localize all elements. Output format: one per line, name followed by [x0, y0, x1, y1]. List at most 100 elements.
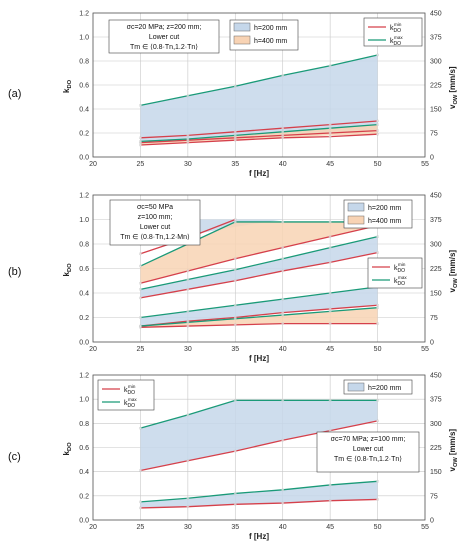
data-point	[233, 268, 237, 272]
y-tick-label: 1.2	[79, 373, 89, 380]
data-point	[328, 235, 332, 239]
data-point	[186, 505, 190, 509]
series-line-kdo-max	[140, 480, 378, 503]
legend-swatch	[233, 35, 251, 45]
data-point	[186, 141, 190, 145]
plot-frame	[92, 12, 426, 158]
series-line-kdo-max	[140, 123, 378, 143]
data-point	[328, 220, 332, 224]
data-point	[233, 133, 237, 137]
legend-band-label: h=200 mm	[368, 205, 401, 212]
x-axis-label: f [Hz]	[249, 169, 269, 178]
series-line-kdo-min	[140, 498, 378, 509]
y-tick-label: 0.2	[79, 131, 89, 138]
data-point	[328, 131, 332, 135]
data-point	[281, 220, 285, 224]
data-point	[376, 251, 379, 254]
plot-frame	[92, 374, 426, 521]
y2-tick-label: 450	[430, 373, 442, 380]
data-point	[376, 498, 379, 501]
data-point	[281, 501, 285, 505]
legend-band-label: h=400 mm	[368, 218, 401, 225]
x-tick-label: 35	[231, 161, 239, 168]
x-tick-label: 35	[231, 346, 239, 353]
legend-band-label: h=200 mm	[368, 385, 401, 392]
data-point	[233, 398, 237, 402]
x-tick-label: 40	[279, 524, 287, 531]
data-point	[328, 483, 332, 487]
y2-axis-unit: [mm/s]	[448, 429, 457, 456]
data-point	[281, 269, 285, 273]
panel-label: (b)	[8, 266, 21, 278]
y-tick-label: 0.8	[79, 242, 89, 249]
legend-swatch	[347, 382, 365, 392]
data-point	[186, 269, 190, 273]
y2-tick-label: 75	[430, 493, 438, 500]
y-tick-label: 1.2	[79, 11, 89, 18]
y-tick-label: 0.6	[79, 266, 89, 273]
annotation-line: Tm ∈ ⟨0.8·Tn,1.2·Mn⟩	[120, 233, 190, 241]
data-point	[139, 296, 142, 300]
data-point	[281, 74, 285, 77]
y-tick-label: 0.0	[79, 518, 89, 525]
data-point	[328, 398, 332, 402]
line-legend	[363, 17, 423, 47]
legend-line-label: kDOmin	[390, 22, 402, 34]
y-axis-label: kDO	[62, 79, 73, 93]
y-tick-label: 0.4	[79, 469, 89, 476]
data-point	[376, 123, 379, 127]
series-line-kdo-min	[140, 420, 378, 472]
x-tick-label: 35	[231, 524, 239, 531]
data-point	[186, 413, 190, 417]
band-h200mm	[140, 286, 378, 327]
y-tick-label: 0.0	[79, 155, 89, 162]
y2-tick-label: 450	[430, 11, 442, 18]
data-point	[233, 279, 237, 283]
data-point	[139, 281, 142, 285]
annotation-line: Lower cut	[140, 224, 170, 231]
x-tick-label: 20	[89, 524, 97, 531]
data-point	[139, 139, 142, 143]
series-line-kdo-max	[140, 54, 378, 107]
chart-panel-3: 20 25 30 35 40 45 50 55 0.0 0.2 0.4 0.6 0.8 1.0 1.2 0 75…	[8, 373, 459, 542]
series-line-kdo-min	[140, 322, 378, 328]
y2-tick-label: 0	[430, 518, 434, 525]
y2-tick-label: 0	[430, 155, 434, 162]
y2-axis-label: vOW[mm/s]	[448, 429, 459, 472]
x-tick-label: 50	[374, 161, 382, 168]
data-point	[376, 398, 379, 402]
data-point	[328, 429, 332, 432]
y2-tick-label: 375	[430, 397, 442, 404]
x-axis-label: f [Hz]	[249, 354, 269, 363]
data-point	[186, 278, 190, 281]
y-axis-label: kDO	[62, 263, 73, 277]
y-tick-label: 0.6	[79, 83, 89, 90]
x-tick-label: 50	[374, 524, 382, 531]
y2-tick-label: 225	[430, 83, 442, 90]
data-point	[186, 309, 190, 313]
y-tick-label: 0.8	[79, 59, 89, 66]
series-line-kdo-max	[140, 286, 378, 319]
y-tick-label: 1.0	[79, 35, 89, 42]
legend-band-label: h=400 mm	[254, 38, 287, 45]
series-line-kdo-min	[140, 251, 378, 299]
series-line-kdo-min	[140, 224, 378, 284]
x-tick-label: 25	[137, 346, 145, 353]
y-tick-label: 0.6	[79, 445, 89, 452]
y2-tick-label: 75	[430, 131, 438, 138]
y2-tick-label: 300	[430, 242, 442, 249]
data-point	[328, 126, 332, 130]
annotation-line: σc=70 MPa; z=100 mm;	[331, 436, 406, 443]
y2-tick-label: 150	[430, 107, 442, 114]
x-tick-label: 20	[89, 346, 97, 353]
data-point	[139, 287, 142, 291]
x-tick-label: 50	[374, 346, 382, 353]
y-axis-label: kDO	[62, 442, 73, 456]
legend-line-label: kDOmin	[394, 262, 406, 274]
data-point	[376, 322, 379, 326]
y2-tick-label: 375	[430, 217, 442, 224]
data-point	[233, 130, 237, 134]
data-point	[186, 133, 190, 137]
x-tick-label: 20	[89, 161, 97, 168]
